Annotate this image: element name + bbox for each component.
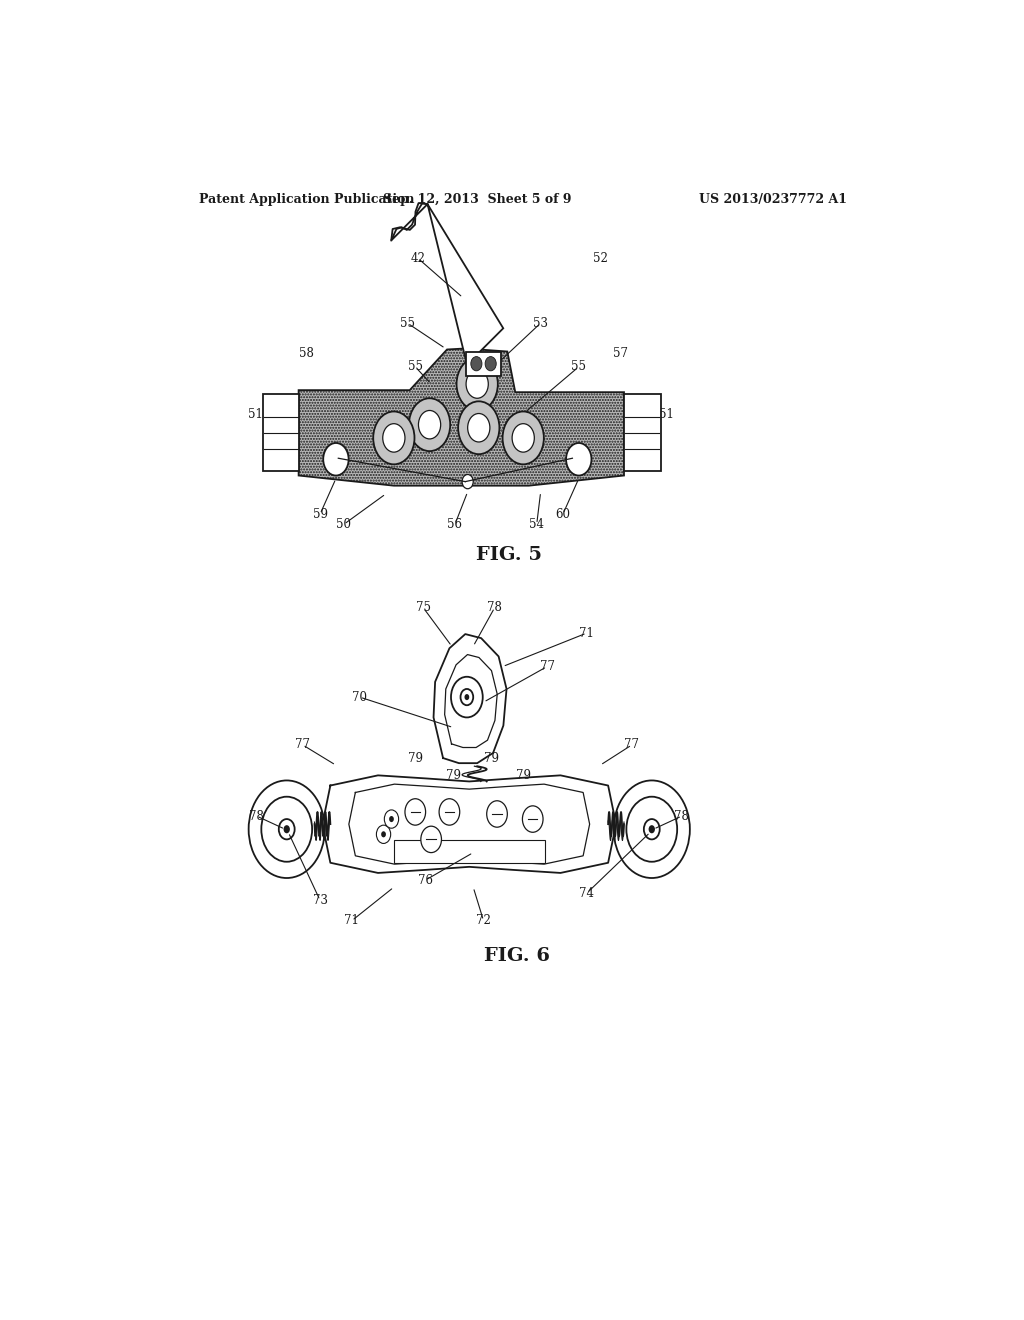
Polygon shape [299, 348, 624, 486]
Text: 78: 78 [249, 809, 264, 822]
Text: 57: 57 [612, 347, 628, 360]
Circle shape [627, 797, 677, 862]
Bar [624, 395, 660, 471]
Text: 71: 71 [344, 915, 359, 927]
Circle shape [503, 412, 544, 465]
Text: 70: 70 [352, 690, 368, 704]
Text: 71: 71 [580, 627, 594, 640]
Text: 77: 77 [540, 660, 555, 673]
Polygon shape [433, 634, 507, 763]
Text: 75: 75 [416, 601, 431, 614]
Text: 58: 58 [299, 347, 314, 360]
Circle shape [381, 832, 386, 837]
Text: 76: 76 [418, 874, 433, 887]
Text: 79: 79 [408, 751, 423, 764]
Polygon shape [349, 784, 590, 865]
Circle shape [471, 356, 482, 371]
Circle shape [439, 799, 460, 825]
Circle shape [404, 799, 426, 825]
Text: 55: 55 [408, 360, 423, 374]
Circle shape [377, 825, 391, 843]
Bar [394, 841, 545, 863]
Circle shape [468, 413, 489, 442]
Text: FIG. 5: FIG. 5 [476, 545, 542, 564]
Text: Patent Application Publication: Patent Application Publication [200, 193, 415, 206]
Text: 55: 55 [399, 317, 415, 330]
Text: US 2013/0237772 A1: US 2013/0237772 A1 [699, 193, 848, 206]
Text: 56: 56 [447, 517, 463, 531]
Circle shape [324, 444, 348, 475]
Circle shape [384, 810, 398, 828]
Circle shape [522, 805, 543, 833]
Text: 51: 51 [658, 408, 674, 421]
Text: 72: 72 [476, 915, 490, 927]
Circle shape [566, 444, 592, 475]
Text: FIG. 6: FIG. 6 [484, 948, 550, 965]
Circle shape [279, 818, 295, 840]
Circle shape [451, 677, 482, 718]
Text: 42: 42 [411, 252, 425, 264]
Circle shape [383, 424, 404, 453]
Circle shape [389, 816, 394, 822]
Circle shape [249, 780, 325, 878]
Text: 50: 50 [336, 517, 351, 531]
Text: 59: 59 [312, 508, 328, 520]
Circle shape [466, 370, 488, 399]
Text: 73: 73 [312, 894, 328, 907]
Polygon shape [444, 655, 498, 747]
Circle shape [421, 826, 441, 853]
Text: 79: 79 [516, 768, 530, 781]
Text: 78: 78 [487, 601, 502, 614]
Circle shape [458, 401, 500, 454]
Circle shape [261, 797, 312, 862]
Circle shape [457, 358, 498, 411]
Bar [466, 351, 501, 376]
Circle shape [465, 694, 469, 700]
Text: 77: 77 [625, 738, 639, 751]
Text: 78: 78 [675, 809, 689, 822]
Circle shape [512, 424, 535, 453]
Text: 55: 55 [571, 360, 587, 374]
Text: Sep. 12, 2013  Sheet 5 of 9: Sep. 12, 2013 Sheet 5 of 9 [383, 193, 571, 206]
Text: 77: 77 [295, 738, 310, 751]
Circle shape [613, 780, 690, 878]
Text: 79: 79 [445, 768, 461, 781]
Circle shape [373, 412, 415, 465]
Circle shape [409, 399, 451, 451]
Text: 74: 74 [580, 887, 594, 900]
Circle shape [644, 818, 659, 840]
Circle shape [486, 801, 507, 828]
Text: 53: 53 [534, 317, 548, 330]
Text: 52: 52 [593, 252, 607, 264]
Polygon shape [323, 775, 616, 873]
Circle shape [485, 356, 497, 371]
Circle shape [461, 689, 473, 705]
Circle shape [284, 825, 290, 833]
Polygon shape [391, 203, 503, 364]
Bar [263, 395, 299, 471]
Text: 79: 79 [484, 751, 499, 764]
Circle shape [462, 474, 473, 488]
Text: 54: 54 [529, 517, 544, 531]
Text: 51: 51 [248, 408, 262, 421]
Circle shape [419, 411, 440, 440]
Circle shape [648, 825, 655, 833]
Text: 60: 60 [555, 508, 570, 520]
